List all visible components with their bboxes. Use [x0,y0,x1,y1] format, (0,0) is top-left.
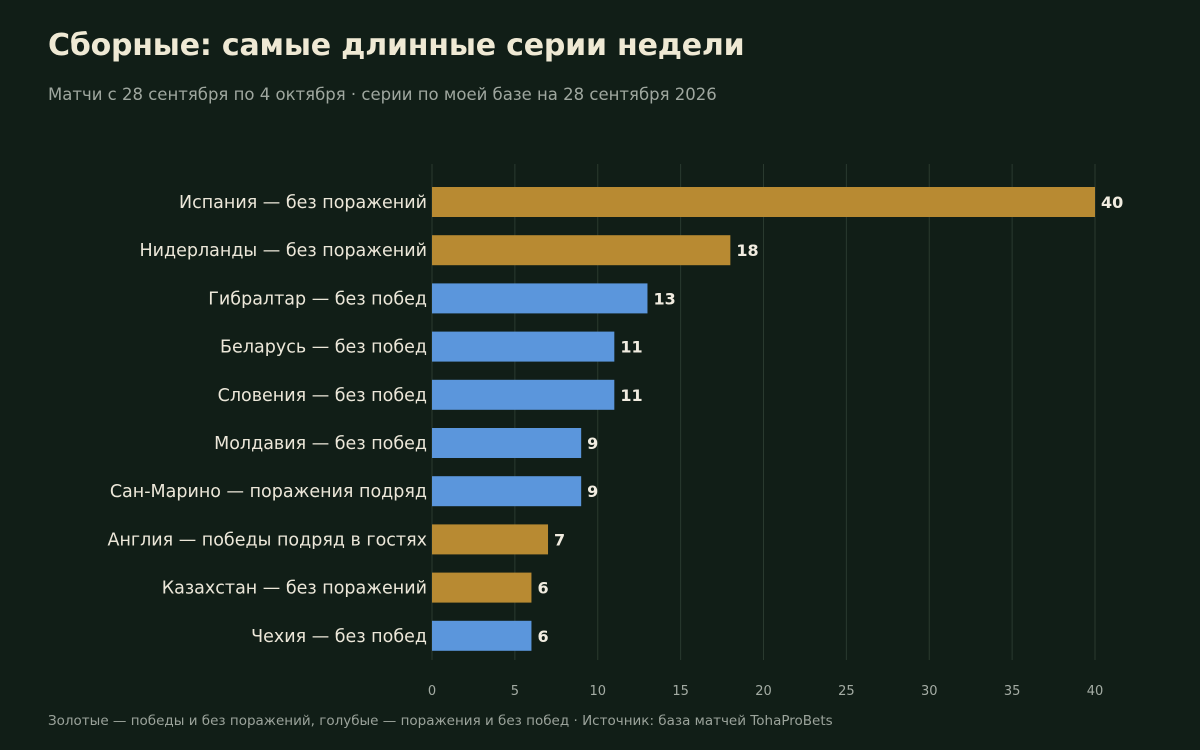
category-label: Молдавия — без побед [214,434,427,454]
bar [432,524,549,555]
chart-title: Сборные: самые длинные серии недели [48,28,745,63]
x-tick-label: 35 [1004,684,1021,699]
value-label: 40 [1101,193,1123,212]
x-tick-label: 10 [589,684,606,699]
value-label: 11 [620,386,642,405]
category-label: Беларусь — без побед [220,338,427,358]
value-label: 11 [620,338,642,357]
bars [432,187,1095,651]
category-label: Англия — победы подряд в гостях [107,530,427,550]
value-label: 6 [537,579,548,598]
category-label: Испания — без поражений [179,193,427,213]
value-label: 9 [587,482,598,501]
x-tick-label: 0 [428,684,436,699]
bar [432,187,1095,217]
x-tick-label: 40 [1087,684,1104,699]
bar [432,331,615,362]
value-label: 18 [736,241,758,260]
x-tick-label: 20 [755,684,772,699]
category-label: Гибралтар — без побед [208,289,427,309]
category-label: Нидерланды — без поражений [139,241,427,261]
value-label: 9 [587,434,598,453]
category-label: Сан-Марино — поражения подряд [110,482,427,502]
bar [432,428,582,458]
value-label: 6 [537,627,548,646]
bar [432,283,648,314]
category-label: Словения — без побед [218,386,427,406]
bar [432,235,731,266]
value-label: 7 [554,530,565,549]
chart-footnote: Золотые — победы и без поражений, голубы… [48,713,833,729]
category-label: Чехия — без побед [251,627,427,647]
x-tick-label: 5 [511,684,519,699]
x-tick-label: 30 [921,684,938,699]
value-labels: 40 18 13 11 11 9 9 7 6 6 [537,193,1123,646]
x-tick-label: 25 [838,684,855,699]
chart-subtitle: Матчи с 28 сентября по 4 октября · серии… [48,85,717,104]
bar [432,476,582,507]
category-labels: Испания — без поражений Нидерланды — без … [107,193,427,647]
x-tick-label: 15 [672,684,689,699]
bar [432,379,615,410]
bar [432,620,532,651]
category-label: Казахстан — без поражений [162,579,427,599]
bar [432,572,532,603]
x-axis-ticks: 0 5 10 15 20 25 30 35 40 [428,684,1103,699]
value-label: 13 [653,289,675,308]
